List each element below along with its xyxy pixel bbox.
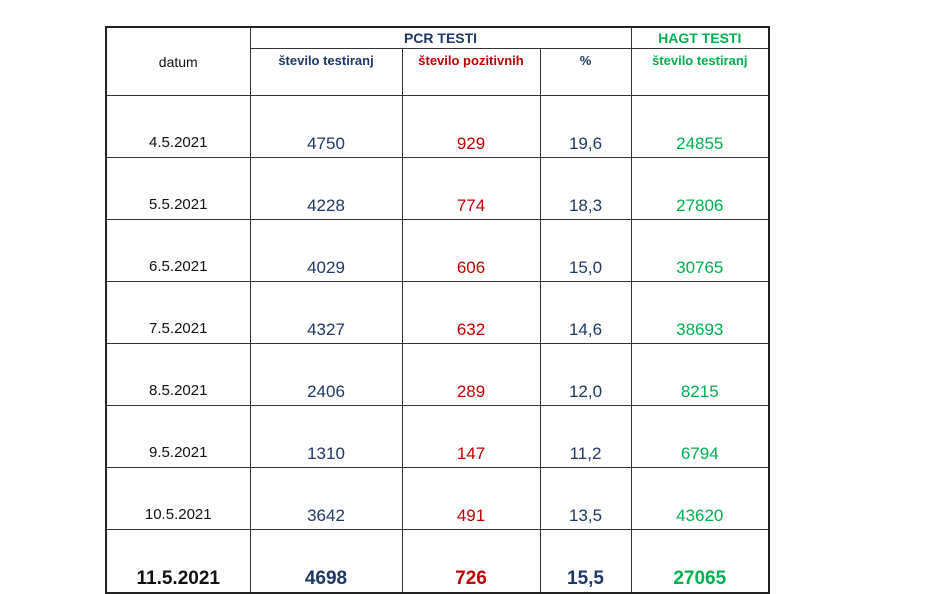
- pcr-positive-cell: 632: [401, 281, 541, 344]
- pcr-positive-cell: 491: [401, 467, 541, 530]
- date-cell: 9.5.2021: [105, 405, 251, 468]
- pcr-positive-cell: 726: [401, 529, 541, 594]
- table-row: 6.5.2021 4029 606 15,0 30765: [105, 219, 770, 282]
- percent-header: %: [539, 48, 632, 96]
- pcr-tests-cell: 4327: [249, 281, 403, 344]
- percent-cell: 19,6: [539, 95, 632, 158]
- table-row: 4.5.2021 4750 929 19,6 24855: [105, 95, 770, 158]
- pcr-positive-cell: 606: [401, 219, 541, 282]
- date-cell: 8.5.2021: [105, 343, 251, 406]
- hagt-tests-cell: 30765: [630, 219, 770, 282]
- percent-cell: 18,3: [539, 157, 632, 220]
- table-row: 5.5.2021 4228 774 18,3 27806: [105, 157, 770, 220]
- pcr-positive-cell: 929: [401, 95, 541, 158]
- percent-cell: 15,0: [539, 219, 632, 282]
- pcr-tests-cell: 3642: [249, 467, 403, 530]
- datum-header: datum: [105, 26, 251, 96]
- table-row: 11.5.2021 4698 726 15,5 27065: [105, 529, 770, 594]
- hagt-tests-cell: 27806: [630, 157, 770, 220]
- date-cell: 11.5.2021: [105, 529, 251, 594]
- pcr-tests-cell: 4228: [249, 157, 403, 220]
- date-cell: 10.5.2021: [105, 467, 251, 530]
- table-row: 7.5.2021 4327 632 14,6 38693: [105, 281, 770, 344]
- table-row: 10.5.2021 3642 491 13,5 43620: [105, 467, 770, 530]
- hagt-tests-cell: 38693: [630, 281, 770, 344]
- hagt-tests-cell: 27065: [630, 529, 770, 594]
- pcr-positive-cell: 774: [401, 157, 541, 220]
- pcr-tests-cell: 4029: [249, 219, 403, 282]
- pcr-positive-cell: 289: [401, 343, 541, 406]
- column-header-row: število testiranj število pozitivnih % š…: [106, 48, 770, 96]
- table-row: 9.5.2021 1310 147 11,2 6794: [105, 405, 770, 468]
- date-cell: 5.5.2021: [105, 157, 251, 220]
- pcr-positive-cell: 147: [401, 405, 541, 468]
- hagt-tests-cell: 8215: [630, 343, 770, 406]
- pcr-tests-cell: 4750: [249, 95, 403, 158]
- hagt-group-header: HAGT TESTI: [630, 26, 770, 49]
- hagt-tests-cell: 6794: [630, 405, 770, 468]
- pcr-tests-cell: 1310: [249, 405, 403, 468]
- date-cell: 7.5.2021: [105, 281, 251, 344]
- hagt-tests-cell: 43620: [630, 467, 770, 530]
- date-cell: 4.5.2021: [105, 95, 251, 158]
- percent-cell: 14,6: [539, 281, 632, 344]
- group-header-row: datum PCR TESTI HAGT TESTI: [105, 26, 770, 96]
- hagt-tests-cell: 24855: [630, 95, 770, 158]
- percent-cell: 15,5: [539, 529, 632, 594]
- pcr-tests-cell: 4698: [249, 529, 403, 594]
- percent-cell: 12,0: [539, 343, 632, 406]
- covid-testing-table: datum PCR TESTI HAGT TESTI število testi…: [105, 26, 770, 594]
- pcr-group-header: PCR TESTI: [249, 26, 632, 49]
- hagt-tests-header: število testiranj: [630, 48, 770, 96]
- date-cell: 6.5.2021: [105, 219, 251, 282]
- percent-cell: 11,2: [539, 405, 632, 468]
- pcr-tests-cell: 2406: [249, 343, 403, 406]
- percent-cell: 13,5: [539, 467, 632, 530]
- pcr-tests-header: število testiranj: [249, 48, 403, 96]
- pcr-positive-header: število pozitivnih: [401, 48, 541, 96]
- table-row: 8.5.2021 2406 289 12,0 8215: [105, 343, 770, 406]
